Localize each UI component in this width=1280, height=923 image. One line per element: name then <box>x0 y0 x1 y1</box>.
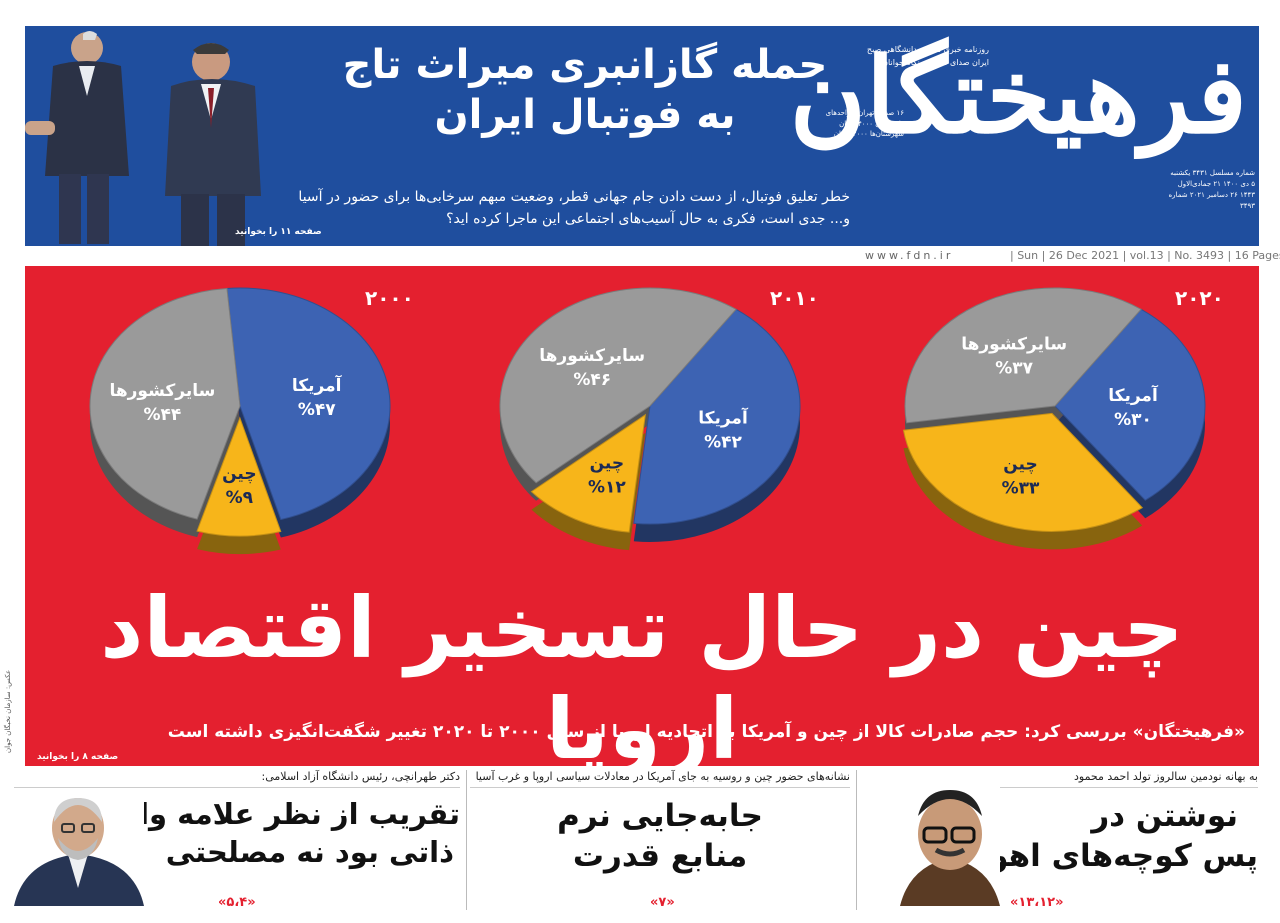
masthead-page-ref[interactable]: صفحه ۱۱ را بخوانید <box>235 227 322 237</box>
pie-value-label: %۴۷ <box>298 400 336 420</box>
pie-svg-2000: آمریکا %۴۷ چین %۹ سایرکشورها %۴۴ <box>89 287 391 554</box>
pie-slice-2 <box>89 287 241 520</box>
pie-value-label: %۳۷ <box>995 359 1033 379</box>
pages-price-info: ۱۶ صفحه تهران و واحدهای دانشگاهی ۴۰۰۰ تو… <box>825 109 904 138</box>
lead-story-panel: آمریکا %۳۰ چین %۳۳ سایرکشورها %۳۷ ۲۰۲۰ آمریکا… <box>25 266 1259 766</box>
column-divider <box>856 770 857 910</box>
pie-title-2000: ۲۰۰۰ <box>365 286 414 310</box>
story3-kicker: دکتر طهرانچی، رئیس دانشگاه آزاد اسلامی: <box>14 770 460 788</box>
pie-title-2020: ۲۰۲۰ <box>1175 286 1224 310</box>
pie-svg-2010: آمریکا %۴۲ چین %۱۲ سایرکشورها %۴۶ <box>499 287 801 551</box>
story2-pages[interactable]: «۷» <box>650 895 675 910</box>
masthead-photo <box>25 26 285 246</box>
pie-category-label: آمریکا <box>698 407 749 429</box>
pie-value-label: %۳۰ <box>1114 410 1152 430</box>
story1-title-line2: پس کوچه‌های اهواز <box>960 838 1258 875</box>
bottom-story-1[interactable]: به بهانه نودمین سالروز تولد احمد محمود ن… <box>860 770 1258 920</box>
story1-title-line1: نوشتن در <box>1091 798 1238 834</box>
masthead-headline-line1: حمله گازانبری میراث تاج <box>342 42 828 88</box>
main-lead: «فرهیختگان» بررسی کرد: حجم صادرات کالا ا… <box>167 722 1245 742</box>
story2-kicker: نشانه‌های حضور چین و روسیه به جای آمریکا… <box>470 770 850 788</box>
bottom-story-3[interactable]: دکتر طهرانچی، رئیس دانشگاه آزاد اسلامی: … <box>14 770 460 920</box>
issue-info: شماره مسلسل ۳۴۳۱ یکشنبه ۵ دی ۱۴۰۰ ۲۱ جما… <box>1168 169 1255 210</box>
masthead-headline[interactable]: حمله گازانبری میراث تاج به فوتبال ایران <box>305 40 865 140</box>
masthead: حمله گازانبری میراث تاج به فوتبال ایران … <box>25 26 1259 246</box>
pie-slice-1 <box>196 416 282 537</box>
pie-category-label: آمریکا <box>1108 384 1159 406</box>
pie-slice-0 <box>1054 308 1206 501</box>
pie-category-label: سایرکشورها <box>109 381 215 401</box>
pie-value-label: %۳۳ <box>1002 478 1040 498</box>
issue-meta: | Sun | 26 Dec 2021 | vol.13 | No. 3493 … <box>1010 249 1280 262</box>
story3-title-line2: ذاتی بود نه مصلحتی <box>165 834 454 869</box>
pie-chart-2020: آمریکا %۳۰ چین %۳۳ سایرکشورها %۳۷ ۲۰۲۰ <box>895 266 1255 566</box>
pie-svg-2020: آمریکا %۳۰ چین %۳۳ سایرکشورها %۳۷ <box>902 287 1206 550</box>
story1-kicker: به بهانه نودمین سالروز تولد احمد محمود <box>860 770 1258 788</box>
pie-value-label: %۴۲ <box>704 433 742 453</box>
pie-slice-0 <box>633 308 801 525</box>
story1-portrait <box>860 786 1000 906</box>
main-headline[interactable]: چین در حال تسخیر اقتصاد اروپا <box>100 579 1185 766</box>
pie-slice-1 <box>902 412 1144 532</box>
pie-category-label: چین <box>1003 454 1038 474</box>
dateline: www.fdn.ir | Sun | 26 Dec 2021 | vol.13 … <box>25 248 1280 264</box>
masthead-headline-line2: به فوتبال ایران <box>434 92 736 138</box>
pie-slice-0 <box>226 287 391 521</box>
story1-pages[interactable]: «۱۳،۱۲» <box>1010 895 1064 910</box>
website-link[interactable]: www.fdn.ir <box>865 249 954 262</box>
pie-slice-1 <box>530 413 646 533</box>
newspaper-tagline: روزنامه خبری تحلیلی دانشگاهی صبح ایران ص… <box>866 45 989 67</box>
pie-title-2010: ۲۰۱۰ <box>770 286 819 310</box>
pie-category-label: چین <box>590 453 625 473</box>
pie-category-label: سایرکشورها <box>539 346 645 366</box>
logo-text: فرهیختگان <box>789 34 1253 157</box>
bottom-story-2[interactable]: نشانه‌های حضور چین و روسیه به جای آمریکا… <box>470 770 850 920</box>
pie-value-label: %۹ <box>226 488 254 508</box>
pie-chart-2010: آمریکا %۴۲ چین %۱۲ سایرکشورها %۴۶ ۲۰۱۰ <box>490 266 850 566</box>
column-divider <box>466 770 467 910</box>
newspaper-logo[interactable]: فرهیختگان <box>789 34 1253 234</box>
story3-pages[interactable]: «۵،۴» <box>218 895 256 910</box>
masthead-lead: خطر تعلیق فوتبال، از دست دادن جام جهانی … <box>298 189 850 228</box>
pie-value-label: %۴۴ <box>144 405 182 425</box>
pie-value-label: %۱۲ <box>588 477 626 497</box>
pie-slice-2 <box>499 287 737 484</box>
pie-slice-2 <box>904 287 1142 424</box>
pie-value-label: %۴۶ <box>573 370 611 390</box>
story2-title-line2: منابع قدرت <box>572 838 748 875</box>
photo-credit: عکس: سازمان نخبگان جوان <box>4 670 12 754</box>
main-page-ref[interactable]: صفحه ۸ را بخوانید <box>37 752 119 762</box>
pie-category-label: سایرکشورها <box>961 335 1067 355</box>
pie-category-label: آمریکا <box>292 374 343 396</box>
pie-chart-2000: آمریکا %۴۷ چین %۹ سایرکشورها %۴۴ ۲۰۰۰ <box>80 266 440 566</box>
story3-portrait <box>14 788 144 906</box>
story2-title-line1: جابه‌جایی نرم <box>557 798 763 834</box>
pie-category-label: چین <box>222 464 257 484</box>
